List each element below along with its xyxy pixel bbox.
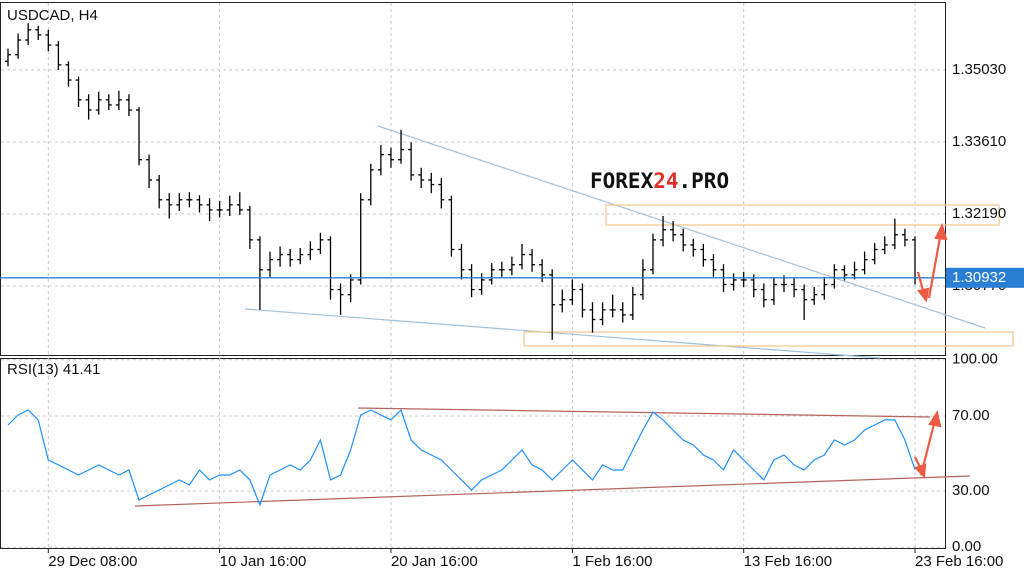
chart-title: USDCAD, H4 xyxy=(7,7,98,24)
arrow-head xyxy=(917,287,930,303)
support-zone xyxy=(523,331,1014,347)
y-tick-label: 30.00 xyxy=(952,482,990,499)
marks xyxy=(0,23,945,507)
watermark-part: .PRO xyxy=(679,169,730,193)
x-tick-label: 29 Dec 08:00 xyxy=(48,553,137,570)
watermark: FOREX24.PRO xyxy=(590,169,729,193)
resistance-zone xyxy=(605,204,1000,226)
arrow-head xyxy=(934,223,948,241)
x-tick-label: 13 Feb 16:00 xyxy=(744,553,832,570)
trend-line xyxy=(377,125,986,329)
trend-line xyxy=(244,308,881,359)
rsi-title: RSI(13) 41.41 xyxy=(7,361,100,378)
arrow-head xyxy=(928,410,942,428)
current-price-box xyxy=(946,267,1024,288)
rsi-panel xyxy=(0,358,946,549)
trend-line xyxy=(134,475,971,507)
watermark-part: FOREX xyxy=(590,169,654,193)
y-tick-label: 70.00 xyxy=(952,407,990,424)
grid xyxy=(1,3,945,548)
y-tick-label: 1.35030 xyxy=(952,61,1006,78)
y-tick-label: 0.00 xyxy=(952,538,981,555)
y-tick-label: 1.33610 xyxy=(952,133,1006,150)
rsi-line xyxy=(7,408,916,507)
watermark-part: 24 xyxy=(653,169,678,193)
y-tick-label: 1.32190 xyxy=(952,205,1006,222)
x-tick-label: 10 Jan 16:00 xyxy=(220,553,307,570)
arrows xyxy=(913,223,948,479)
y-tick-label: 100.00 xyxy=(952,351,998,368)
x-tick-label: 23 Feb 16:00 xyxy=(915,553,1003,570)
price-panel xyxy=(0,2,946,356)
current-price-label: 1.30932 xyxy=(952,269,1006,286)
arrow xyxy=(927,231,943,299)
x-tick-label: 1 Feb 16:00 xyxy=(572,553,652,570)
trend-line xyxy=(357,407,931,418)
arrow-head xyxy=(913,463,927,479)
x-tick-label: 20 Jan 16:00 xyxy=(391,553,478,570)
